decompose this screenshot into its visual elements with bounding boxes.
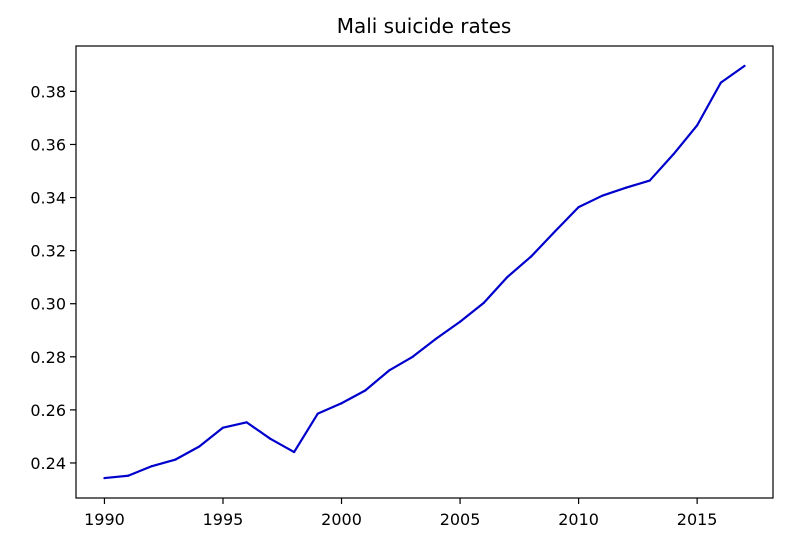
plot-frame: [75, 45, 774, 499]
x-tick-label: 1995: [203, 510, 244, 529]
data-point: [553, 230, 556, 233]
y-tick-label: 0.36: [30, 135, 66, 154]
x-tick-label: 2005: [440, 510, 481, 529]
data-point: [672, 153, 675, 156]
data-point: [174, 458, 177, 461]
x-tick-label: 1990: [84, 510, 125, 529]
y-tick-label: 0.38: [30, 82, 66, 101]
data-point: [269, 437, 272, 440]
y-tick-label: 0.32: [30, 242, 66, 261]
data-point: [198, 445, 201, 448]
data-point: [577, 206, 580, 209]
data-point: [482, 301, 485, 305]
data-point: [506, 275, 509, 279]
data-point: [624, 186, 628, 189]
data-point: [435, 337, 438, 340]
y-tick-label: 0.28: [30, 348, 66, 367]
chart-title: Mali suicide rates: [337, 14, 512, 38]
y-tick-label: 0.24: [30, 454, 66, 473]
data-point: [411, 355, 414, 358]
y-tick-label: 0.34: [30, 189, 66, 208]
data-point: [601, 194, 604, 197]
data-point: [293, 450, 296, 454]
data-point: [150, 465, 153, 468]
data-point: [743, 64, 746, 68]
series-line: [104, 65, 746, 480]
data-point: [103, 476, 106, 480]
x-axis: 1990 1995 2000 2005 2010 2015: [84, 498, 717, 529]
x-tick-label: 2000: [321, 510, 362, 529]
data-point: [340, 402, 343, 405]
data-point: [719, 81, 722, 84]
data-point: [245, 421, 248, 424]
y-axis: 0.24 0.26 0.28 0.30 0.32 0.34 0.36 0.38: [30, 82, 76, 473]
data-point: [458, 320, 462, 323]
data-point: [648, 179, 651, 182]
x-tick-label: 2015: [677, 510, 718, 529]
y-tick-label: 0.26: [30, 401, 66, 420]
data-point: [127, 474, 130, 477]
data-point: [530, 255, 533, 258]
data-point: [221, 426, 225, 429]
data-point: [387, 369, 391, 372]
y-tick-label: 0.30: [30, 295, 66, 314]
x-tick-label: 2010: [558, 510, 599, 529]
series-layer: [103, 64, 746, 480]
data-point: [696, 124, 699, 127]
data-point: [316, 412, 319, 415]
data-point: [364, 389, 367, 392]
